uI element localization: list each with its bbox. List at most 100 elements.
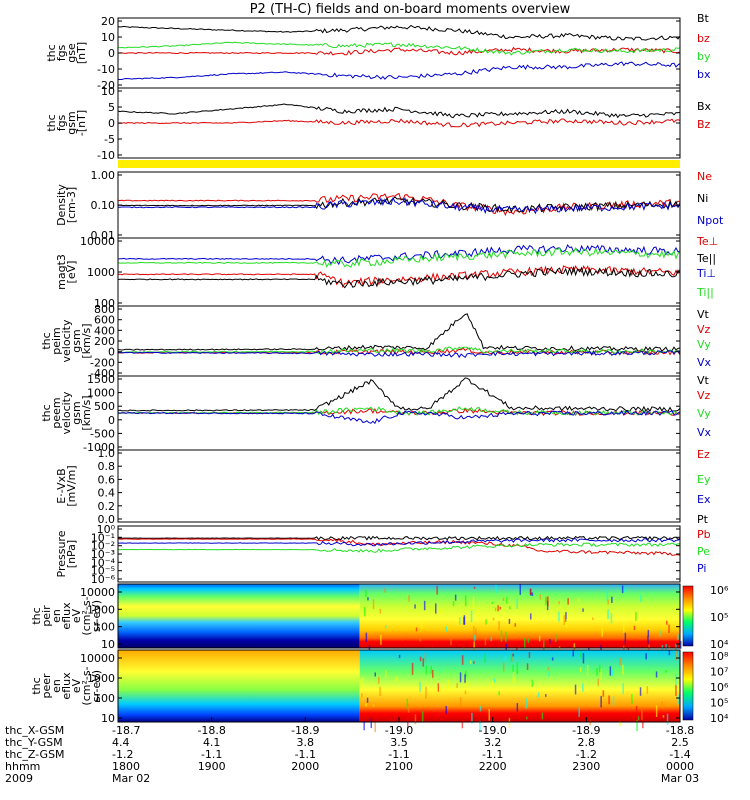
axis-cell-value: -18.8 xyxy=(666,724,694,737)
y-axis-label: thc xyxy=(40,404,53,421)
spectrogram-streak xyxy=(454,594,457,601)
y-tick-label: 100 xyxy=(94,692,115,705)
spectrogram-streak xyxy=(464,595,467,607)
spectrogram-streak xyxy=(493,678,496,683)
spectrogram-streak xyxy=(464,690,467,695)
spectrogram-streak xyxy=(588,647,590,651)
series-line-bx xyxy=(117,61,681,80)
panel-frame xyxy=(117,449,681,523)
y-axis-label: Density xyxy=(55,184,68,226)
axis-cell-value: Mar 02 xyxy=(112,772,150,785)
spectrogram-streak xyxy=(406,698,409,710)
spectrogram-streak xyxy=(502,662,505,672)
y-tick-label: -5 xyxy=(104,133,115,146)
spectrogram-streak xyxy=(509,606,511,610)
spectrogram-streak xyxy=(655,705,658,717)
legend-entry: by xyxy=(697,50,711,63)
y-axis-label: Pressure xyxy=(55,530,68,577)
spectrogram-streak xyxy=(432,669,434,678)
legend-entry: Vx xyxy=(697,426,712,439)
y-axis-label: [km/s] xyxy=(80,323,93,358)
spectrogram-streak xyxy=(611,669,614,677)
spectrogram-streak xyxy=(470,660,472,664)
y-tick-label: 100 xyxy=(94,621,115,634)
spectrogram-streak xyxy=(365,703,367,707)
panel-3: 1.00 0.10 0.01 Density[cm-3] Ne Ni Npot xyxy=(55,169,724,242)
spectrogram-streak xyxy=(414,704,416,708)
y-tick-label: 10000 xyxy=(80,586,115,599)
colorbar-2: 10⁸ 10⁷ 10⁶ 10⁵ 10⁴ xyxy=(682,650,729,725)
colorbar-tick-label: 10⁵ xyxy=(710,697,728,710)
axis-cell-value: 1900 xyxy=(198,760,226,773)
spectrogram-streak xyxy=(547,596,549,606)
spectrogram-streak xyxy=(379,608,382,614)
y-tick-label: 0.6 xyxy=(98,473,116,486)
spectrogram-streak xyxy=(445,626,447,632)
spectrogram-streak xyxy=(471,712,473,724)
spectrogram-streak xyxy=(563,615,565,625)
y-tick-label: 10⁻⁴ xyxy=(91,556,116,569)
spectrogram-streak xyxy=(407,704,410,713)
y-axis-label: thc xyxy=(30,607,43,624)
spectrogram-streak xyxy=(508,718,511,728)
spectrogram-streak xyxy=(473,626,475,635)
legend-entry: Bt xyxy=(697,12,710,25)
y-tick-label: 0 xyxy=(108,47,115,60)
series-line-te xyxy=(117,265,681,288)
y-tick-label: -500 xyxy=(90,427,115,440)
spectrogram-streak xyxy=(488,709,490,721)
spectrogram-streak xyxy=(372,599,375,610)
spectrogram-streak xyxy=(495,584,497,593)
spectrogram-streak xyxy=(508,618,511,624)
axis-cell-value: -1.1 xyxy=(295,748,316,761)
spectrogram-streak xyxy=(666,620,668,625)
spectrogram-streak xyxy=(612,696,615,706)
axis-cell-value: -1.2 xyxy=(112,748,133,761)
panels-group: 20100-10-20thcfgsgse[nT]Btbzbybx1050-5-1… xyxy=(30,12,729,733)
y-axis-label: peir xyxy=(40,605,53,627)
spectrogram-streak xyxy=(599,664,601,673)
spectrogram-streak xyxy=(538,635,541,642)
spectrogram-streak xyxy=(623,587,625,593)
spectrogram-streak xyxy=(530,592,533,595)
legend-entry: Bz xyxy=(697,118,711,131)
series-line-vx xyxy=(117,410,681,425)
y-tick-label: 10⁻⁶ xyxy=(91,573,116,586)
spectrogram-streak xyxy=(456,683,458,688)
y-axis-label: eV xyxy=(70,678,83,693)
spectrogram-streak xyxy=(677,634,679,640)
y-tick-label: 10⁻² xyxy=(91,540,115,553)
axis-row-label: thc_X-GSM xyxy=(5,724,64,737)
axis-cell-value: -1.2 xyxy=(576,748,597,761)
spectrogram-streak xyxy=(543,640,545,652)
legend-entry: Ti⊥ xyxy=(696,267,716,280)
panel-7: 1.00.80.60.40.20.0 E⋅-VxB[mV/m] Ez Ey Ex xyxy=(55,447,711,526)
y-tick-label: -10 xyxy=(97,63,115,76)
spectrogram-streak xyxy=(461,655,464,665)
spectrogram-streak xyxy=(622,623,625,633)
axis-row-label: thc_Z-GSM xyxy=(5,748,65,761)
spectrogram-streak xyxy=(572,650,574,657)
spectrogram-streak xyxy=(545,596,548,603)
spectrogram-streak xyxy=(494,607,497,612)
y-tick-label: 10 xyxy=(101,85,115,98)
y-tick-label: 1000 xyxy=(87,387,115,400)
colorbar-tick-label: 10⁷ xyxy=(710,666,728,679)
legend-entry: Ex xyxy=(697,493,711,506)
spectrogram-streak xyxy=(459,697,462,707)
y-tick-label: 200 xyxy=(94,335,115,348)
spectrogram-streak xyxy=(548,672,550,679)
spectrogram-streak xyxy=(635,611,637,622)
spectrogram-streak xyxy=(578,707,580,717)
spectrogram-streak xyxy=(578,598,580,603)
spectrogram-streak xyxy=(424,653,427,663)
y-axis-label: (cm²-s- xyxy=(80,596,93,635)
spectrogram-streak xyxy=(526,716,528,720)
y-tick-label: 500 xyxy=(94,400,115,413)
spectrogram-streak xyxy=(551,657,554,661)
spectrogram-streak xyxy=(647,629,650,637)
spectrogram-streak xyxy=(414,604,416,609)
y-axis-label: fgs xyxy=(55,44,68,61)
